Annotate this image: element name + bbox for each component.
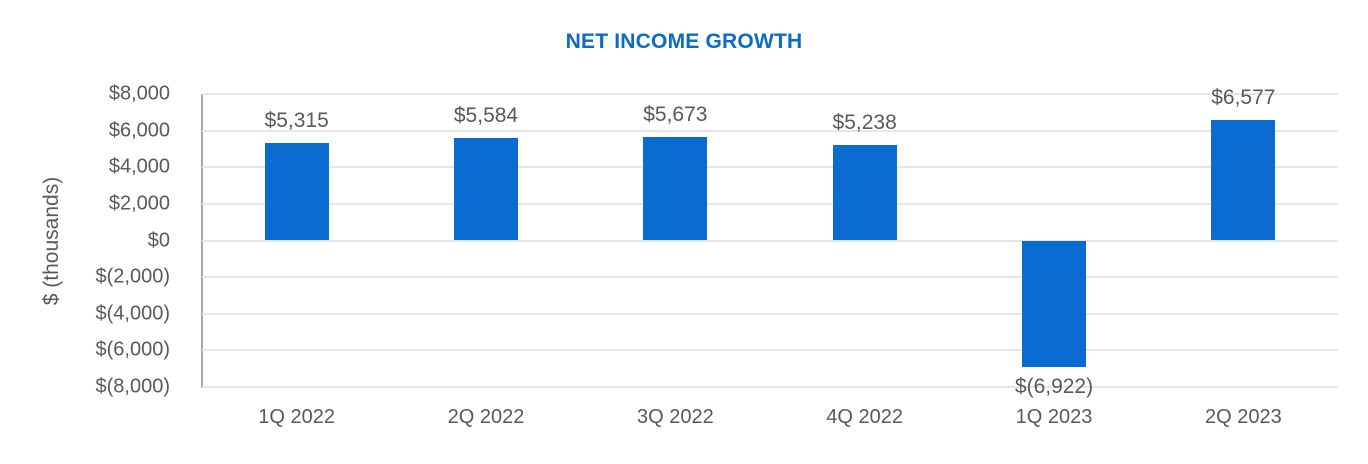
gridline xyxy=(202,386,1338,388)
y-tick-label: $6,000 xyxy=(108,119,170,142)
x-tick-label: 2Q 2023 xyxy=(1204,406,1282,428)
bar-2q-2023[interactable] xyxy=(1211,120,1276,241)
bar-4q-2022[interactable] xyxy=(832,144,897,241)
chart-title: NET INCOME GROWTH xyxy=(565,30,803,53)
y-tick-label: $4,000 xyxy=(108,155,170,178)
data-label: $5,584 xyxy=(453,104,519,128)
x-tick-label: 1Q 2022 xyxy=(258,406,336,428)
data-label: $5,238 xyxy=(832,110,897,134)
data-label: $5,315 xyxy=(264,109,329,133)
bar-3q-2022[interactable] xyxy=(643,136,708,241)
gridline xyxy=(202,276,1338,279)
gridline xyxy=(202,349,1338,352)
y-axis-label: $ (thousands) xyxy=(40,176,63,306)
y-tick-label: $8,000 xyxy=(108,82,170,105)
x-tick-label: 2Q 2022 xyxy=(447,406,525,428)
gridline xyxy=(202,239,1338,242)
y-tick-label: $(2,000) xyxy=(95,265,171,288)
y-tick-label: $(4,000) xyxy=(95,302,171,325)
gridline xyxy=(202,202,1338,205)
x-tick-label: 3Q 2022 xyxy=(636,406,714,428)
bar-1q-2022[interactable] xyxy=(264,143,329,241)
y-tick-label: $(6,000) xyxy=(95,338,171,361)
gridline xyxy=(202,93,1338,95)
data-label: $(6,922) xyxy=(1014,375,1094,399)
data-label: $6,577 xyxy=(1211,86,1276,110)
data-label: $5,673 xyxy=(643,102,708,126)
bar-1q-2023[interactable] xyxy=(1022,240,1086,368)
gridline xyxy=(202,166,1338,169)
gridline xyxy=(202,312,1338,315)
y-tick-label: $2,000 xyxy=(108,192,170,215)
bar-2q-2022[interactable] xyxy=(454,138,518,241)
y-tick-label: $0 xyxy=(147,229,170,251)
x-tick-label: 1Q 2023 xyxy=(1015,406,1093,428)
x-tick-label: 4Q 2022 xyxy=(826,406,904,428)
y-tick-label: $(8,000) xyxy=(95,375,171,398)
gridline xyxy=(202,129,1338,132)
